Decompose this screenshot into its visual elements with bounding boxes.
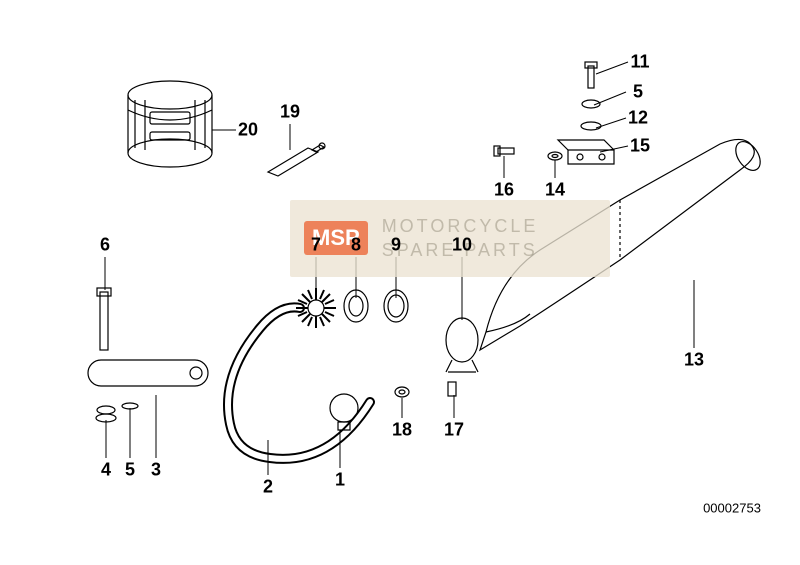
part-10-clamp xyxy=(446,318,478,372)
callout-3: 3 xyxy=(151,460,161,481)
part-19-tube xyxy=(268,143,325,176)
callout-15: 15 xyxy=(630,136,650,157)
part-2-header-pipe xyxy=(228,307,370,458)
watermark-panel: MSP MOTORCYCLE SPARE PARTS xyxy=(290,200,610,277)
part-4-5-hardware xyxy=(96,403,138,422)
callout-9: 9 xyxy=(391,235,401,256)
callout-18: 18 xyxy=(392,420,412,441)
part-20-can xyxy=(128,81,212,167)
callout-20: 20 xyxy=(238,120,258,141)
callout-1: 1 xyxy=(335,470,345,491)
callout-6: 6 xyxy=(100,235,110,256)
callout-19: 19 xyxy=(280,102,300,123)
part-mount-hardware xyxy=(558,62,614,164)
exploded-diagram xyxy=(0,0,800,565)
drawing-number: 00002753 xyxy=(703,501,761,516)
callout-16: 16 xyxy=(494,180,514,201)
callout-2: 2 xyxy=(263,477,273,498)
callout-8: 8 xyxy=(351,235,361,256)
callout-17: 17 xyxy=(444,420,464,441)
callout-12: 12 xyxy=(628,108,648,129)
callout-11: 11 xyxy=(630,52,649,73)
callout-4: 4 xyxy=(101,460,111,481)
callout-14: 14 xyxy=(545,180,565,201)
callout-10: 10 xyxy=(452,235,472,256)
callout-5: 5 xyxy=(125,460,135,481)
callout-7: 7 xyxy=(311,235,321,256)
part-3-crosstube xyxy=(88,360,208,386)
part-6-bolt xyxy=(97,288,111,350)
part-7-finned-nut xyxy=(296,288,336,328)
part-17-18 xyxy=(395,382,456,397)
callout-5: 5 xyxy=(633,82,643,103)
callout-13: 13 xyxy=(684,350,704,371)
